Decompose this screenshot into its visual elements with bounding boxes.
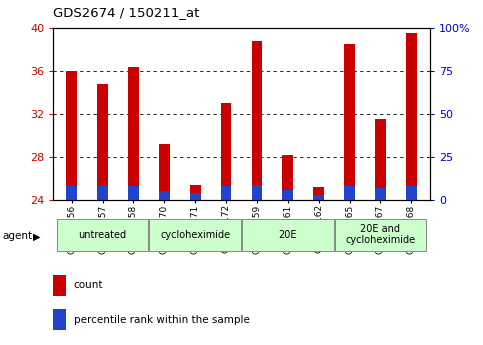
Bar (375, 119, 386, 200)
Bar (159, 191, 170, 200)
Bar (53, 275, 66, 296)
Bar (344, 186, 355, 200)
Bar (375, 188, 386, 200)
Text: 20E and
cycloheximide: 20E and cycloheximide (345, 224, 415, 245)
FancyBboxPatch shape (335, 219, 426, 250)
Bar (66, 186, 77, 200)
Text: count: count (74, 280, 103, 290)
Text: percentile rank within the sample: percentile rank within the sample (74, 315, 250, 325)
Bar (221, 103, 231, 200)
Bar (97, 84, 108, 200)
Bar (159, 144, 170, 200)
Bar (313, 187, 324, 200)
Text: GDS2674 / 150211_at: GDS2674 / 150211_at (53, 6, 199, 19)
Bar (128, 68, 139, 200)
Bar (128, 186, 139, 200)
Bar (313, 195, 324, 200)
Text: cycloheximide: cycloheximide (160, 230, 230, 239)
Text: 20E: 20E (279, 230, 297, 239)
Bar (406, 33, 417, 200)
Bar (66, 71, 77, 200)
Bar (190, 193, 200, 200)
Bar (97, 186, 108, 200)
Bar (190, 185, 200, 200)
Bar (406, 186, 417, 200)
Bar (53, 309, 66, 330)
Bar (283, 155, 293, 200)
Bar (221, 186, 231, 200)
Text: untreated: untreated (78, 230, 127, 239)
Text: agent: agent (2, 231, 32, 241)
FancyBboxPatch shape (149, 219, 241, 250)
Bar (252, 185, 262, 200)
Text: ▶: ▶ (33, 231, 41, 241)
Bar (252, 41, 262, 200)
FancyBboxPatch shape (57, 219, 148, 250)
FancyBboxPatch shape (242, 219, 334, 250)
Bar (344, 44, 355, 200)
Bar (283, 190, 293, 200)
